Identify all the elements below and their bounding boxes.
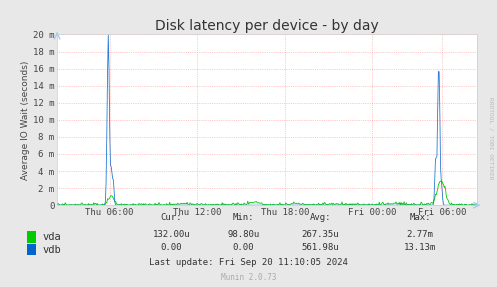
Text: Munin 2.0.73: Munin 2.0.73 xyxy=(221,273,276,282)
Text: 132.00u: 132.00u xyxy=(153,230,190,239)
Text: 0.00: 0.00 xyxy=(161,243,182,252)
Y-axis label: Average IO Wait (seconds): Average IO Wait (seconds) xyxy=(21,60,30,179)
Text: 2.77m: 2.77m xyxy=(407,230,433,239)
Text: Min:: Min: xyxy=(233,213,254,222)
Text: Last update: Fri Sep 20 11:10:05 2024: Last update: Fri Sep 20 11:10:05 2024 xyxy=(149,258,348,267)
Text: 561.98u: 561.98u xyxy=(302,243,339,252)
Text: Cur:: Cur: xyxy=(161,213,182,222)
Text: Max:: Max: xyxy=(409,213,431,222)
Text: 267.35u: 267.35u xyxy=(302,230,339,239)
Text: 0.00: 0.00 xyxy=(233,243,254,252)
Text: vda: vda xyxy=(42,232,61,242)
Text: 13.13m: 13.13m xyxy=(404,243,436,252)
Title: Disk latency per device - by day: Disk latency per device - by day xyxy=(155,19,379,33)
Text: vdb: vdb xyxy=(42,245,61,255)
Text: Avg:: Avg: xyxy=(310,213,331,222)
Text: 98.80u: 98.80u xyxy=(228,230,259,239)
Text: RRDTOOL / TOBI OETIKER: RRDTOOL / TOBI OETIKER xyxy=(489,96,494,179)
